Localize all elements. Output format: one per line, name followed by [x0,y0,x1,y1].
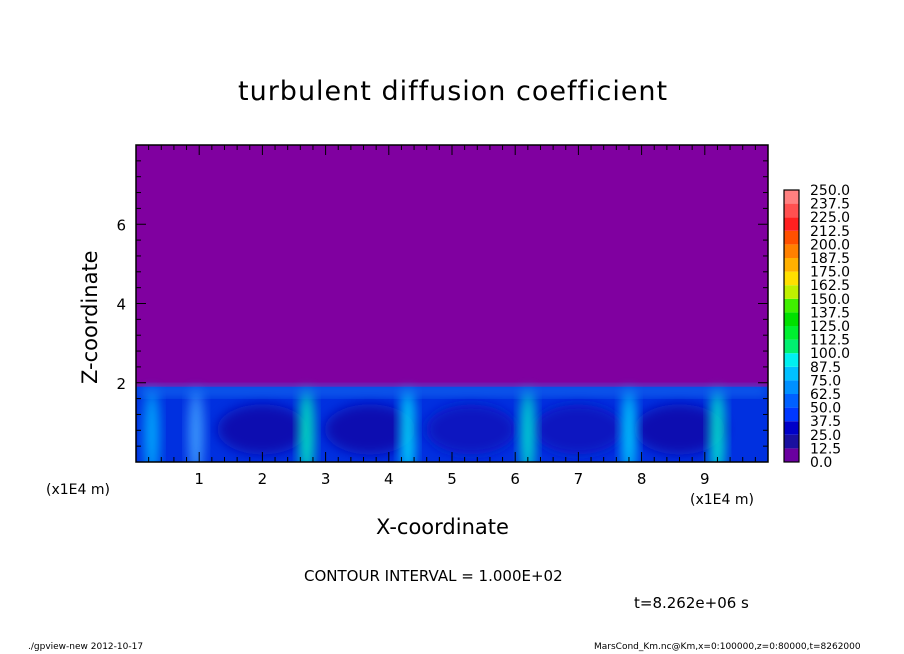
x-tick-label: 9 [700,470,710,488]
plume [400,389,415,462]
plume [299,389,314,462]
colorbar-swatch [784,434,799,449]
colorbar-label: 37.5 [810,414,841,430]
eddy-cell [217,404,308,455]
colorbar-swatch [784,217,799,231]
colorbar-swatch [784,203,799,218]
colorbar-label: 125.0 [810,319,850,335]
x-tick-label: 5 [447,470,457,488]
z-tick-label: 2 [116,375,126,393]
colorbar-label: 150.0 [810,292,850,308]
z-tick-label: 4 [116,296,126,314]
plume [520,389,535,462]
z-unit-label: (x1E4 m) [46,482,110,498]
colorbar-swatch [784,394,799,408]
colorbar-label: 87.5 [810,360,841,376]
turbulent-layer [136,386,768,462]
colorbar-swatch [784,230,799,245]
y-axis-label: Z-coordinate [78,250,102,384]
colorbar-swatch [784,285,799,299]
colorbar-label: 162.5 [810,278,850,294]
colorbar-label: 225.0 [810,210,850,226]
colorbar-label: 25.0 [810,428,841,444]
plume [621,389,636,462]
colorbar-label: 237.5 [810,197,850,213]
colorbar-label: 175.0 [810,265,850,281]
colorbar-swatch [784,258,799,272]
time-label: t=8.262e+06 s [634,594,749,612]
colorbar-label: 0.0 [810,455,832,471]
x-unit-label: (x1E4 m) [690,492,754,508]
footer-right: MarsCond_Km.nc@Km,x=0:100000,z=0:80000,t… [594,642,861,652]
x-axis-label: X-coordinate [376,515,509,539]
colorbar-swatch [784,298,799,313]
colorbar-swatch [784,366,799,381]
colorbar-swatch [784,407,799,422]
colorbar-swatch [784,271,799,286]
colorbar-label: 200.0 [810,237,850,253]
colorbar-label: 112.5 [810,333,850,349]
colorbar-label: 75.0 [810,373,841,389]
colorbar-swatch [784,339,799,354]
colorbar-label: 212.5 [810,224,850,240]
x-tick-label: 7 [574,470,584,488]
colorbar-swatch [784,421,799,435]
colorbar-label: 187.5 [810,251,850,267]
colorbar-swatch [784,353,799,367]
colorbar-label: 137.5 [810,305,850,321]
contour-interval: CONTOUR INTERVAL = 1.000E+02 [304,567,563,585]
colorbar-swatch [784,326,799,340]
plume [189,389,204,462]
x-tick-label: 3 [321,470,331,488]
colorbar-label: 100.0 [810,346,850,362]
colorbar-label: 62.5 [810,387,841,403]
x-tick-label: 8 [637,470,647,488]
chart-title: turbulent diffusion coefficient [238,76,669,107]
footer-left: ./gpview-new 2012-10-17 [28,642,144,652]
plume [144,389,159,462]
colorbar-label: 12.5 [810,441,841,457]
colorbar-swatch [784,380,799,394]
colorbar-label: 50.0 [810,401,841,417]
eddy-cell [425,404,516,455]
layer-top-edge [136,386,768,395]
x-tick-label: 2 [258,470,268,488]
colorbar-swatch [784,312,799,326]
x-tick-label: 6 [510,470,520,488]
colorbar-label: 250.0 [810,183,850,199]
z-tick-label: 6 [116,216,126,234]
colorbar-swatch [784,190,799,204]
colorbar-swatch [784,244,799,258]
eddy-cell [533,404,624,455]
colorbar-frame [783,189,800,463]
colorbar-swatch [784,448,799,462]
eddy-cell [634,404,725,455]
x-tick-label: 4 [384,470,394,488]
x-tick-label: 1 [194,470,204,488]
eddy-cell [324,404,415,455]
plume [710,389,725,462]
